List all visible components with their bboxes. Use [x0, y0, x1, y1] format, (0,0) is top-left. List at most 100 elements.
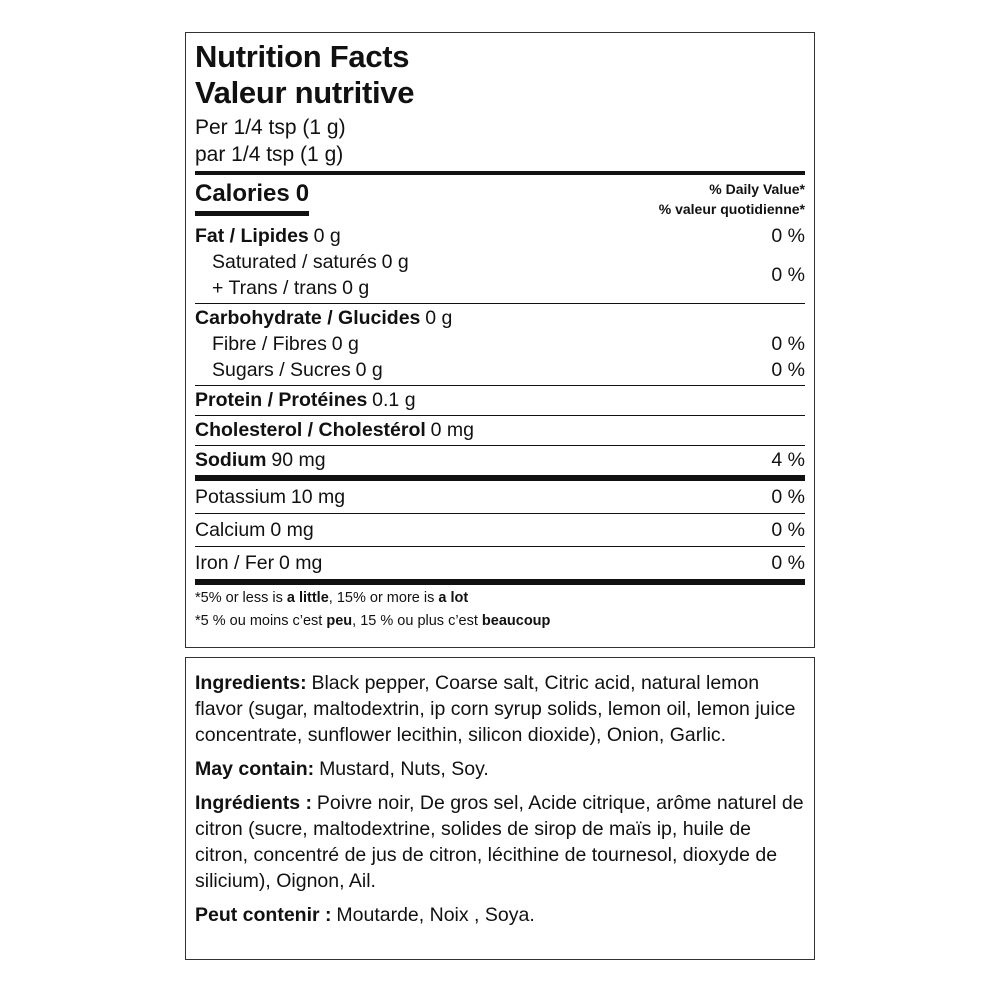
serving: Per 1/4 tsp (1 g) — [195, 116, 346, 139]
nutrient-name-amount: Saturated / saturés 0 g + Trans / trans 0 g — [212, 249, 409, 301]
nutrient-section: Sodium 90 mg 4 % — [195, 446, 805, 481]
nutrient-name: Cholesterol / Cholestérol — [195, 419, 426, 441]
nutrition-facts-panel: Nutrition Facts Valeur nutritive Per 1/4… — [185, 32, 815, 648]
nutrient-amount: 0.1 g — [372, 389, 416, 411]
ingredient-label: Peut contenir : — [195, 904, 332, 926]
nutrient-name: + Trans / trans — [212, 277, 338, 299]
ingredient-paragraph: Peut contenir : Moutarde, Noix , Soya. — [195, 902, 805, 928]
nutrient-name-amount: Cholesterol / Cholestérol 0 mg — [195, 417, 474, 443]
nutrient-amount: 10 mg — [290, 486, 346, 508]
daily-value: 4 % — [771, 449, 805, 471]
nutrient-row: Fibre / Fibres 0 g 0 % — [195, 331, 805, 357]
footnote-line: *5% or less is a little, 15% or more is … — [195, 587, 805, 610]
nutrient-amount: 90 mg — [271, 449, 326, 471]
nutrient-row: Cholesterol / Cholestérol 0 mg — [195, 417, 805, 443]
ingredient-label: Ingredients: — [195, 672, 307, 694]
nutrient-name-amount: Calcium 0 mg — [195, 517, 314, 543]
nutrient-name: Potassium — [195, 486, 287, 508]
daily-value-header: % Daily Value* % valeur quotidienne* — [659, 179, 805, 219]
nutrient-amount: 0 mg — [430, 419, 475, 441]
footnote-text: peu — [326, 613, 353, 629]
nutrient-amount: 0 g — [331, 333, 359, 355]
nutrient-name-amount: Sodium 90 mg — [195, 447, 326, 473]
footnote: *5% or less is a little, 15% or more is … — [195, 585, 805, 633]
dv-header: % valeur quotidienne* — [658, 201, 805, 217]
nutrient-row: Sugars / Sucres 0 g 0 % — [195, 357, 805, 383]
footnote-text: , 15% or more is — [328, 590, 439, 606]
ingredient-text: Black pepper, Coarse salt, Citric acid, … — [195, 672, 796, 746]
ingredient-paragraph: Ingredients: Black pepper, Coarse salt, C… — [195, 670, 805, 748]
nutrient-row: Protein / Protéines 0.1 g — [195, 387, 805, 413]
nutrient-amount: 0 g — [355, 359, 383, 381]
nutrient-row: Iron / Fer 0 mg 0 % — [195, 550, 805, 576]
daily-value: 0 % — [771, 264, 805, 286]
footnote-text: , 15 % ou plus c’est — [352, 613, 482, 629]
footnote-text: a little — [286, 590, 329, 606]
nutrient-name-amount: Iron / Fer 0 mg — [195, 550, 322, 576]
ingredients-panel: Ingredients: Black pepper, Coarse salt, C… — [185, 657, 815, 960]
ingredient-text: Mustard, Nuts, Soy. — [319, 758, 489, 780]
serving: par 1/4 tsp (1 g) — [195, 141, 805, 175]
nutrient-amount: 0 mg — [278, 552, 323, 574]
nutrient-row: Carbohydrate / Glucides 0 g — [195, 305, 805, 331]
calories-label: Calories — [195, 180, 290, 207]
footnote-text: a lot — [438, 590, 469, 606]
nutrient-amount: 0 g — [313, 225, 341, 247]
nutrient-name: Calcium — [195, 519, 266, 541]
nutrient-section: Cholesterol / Cholestérol 0 mg — [195, 416, 805, 446]
nutrient-section: Carbohydrate / Glucides 0 g Fibre / Fibres… — [195, 304, 805, 386]
nutrient-section: Calcium 0 mg 0 % — [195, 514, 805, 547]
footnote-line: *5 % ou moins c’est peu, 15 % ou plus c’… — [195, 610, 805, 633]
nutrient-amount: 0 g — [425, 307, 453, 329]
nutrient-name: Iron / Fer — [195, 552, 275, 574]
calories-value: 0 — [295, 180, 310, 207]
calories: Calories 0 — [195, 179, 310, 216]
dv-header: % Daily Value* — [709, 181, 805, 197]
nutrient-name: Fat / Lipides — [195, 225, 309, 247]
title: Valeur nutritive — [195, 75, 415, 110]
nutrient-name: Protein / Protéines — [195, 389, 368, 411]
nutrient-name: Fibre / Fibres — [212, 333, 327, 355]
nutrient-row: Fat / Lipides 0 g 0 % — [195, 223, 805, 249]
daily-value: 0 % — [771, 552, 805, 574]
nutrient-section: Iron / Fer 0 mg 0 % — [195, 547, 805, 585]
daily-value: 0 % — [771, 359, 805, 381]
title: Nutrition Facts — [195, 39, 410, 74]
nutrient-name-amount: Carbohydrate / Glucides 0 g — [195, 305, 452, 331]
nutrient-name-amount: Protein / Protéines 0.1 g — [195, 387, 416, 413]
nutrient-row: Saturated / saturés 0 g + Trans / trans 0 g… — [195, 249, 805, 301]
nutrient-name-amount: Sugars / Sucres 0 g — [212, 357, 383, 383]
ingredient-label: May contain: — [195, 758, 315, 780]
nutrient-name-amount: Fibre / Fibres 0 g — [212, 331, 359, 357]
ingredient-label: Ingrédients : — [195, 792, 313, 814]
ingredient-text: Poivre noir, De gros sel, Acide citrique… — [195, 792, 804, 892]
ingredient-paragraph: Ingrédients : Poivre noir, De gros sel, A… — [195, 790, 805, 894]
nutrient-section: Protein / Protéines 0.1 g — [195, 386, 805, 416]
nutrient-row: Sodium 90 mg 4 % — [195, 447, 805, 473]
nutrient-row: Calcium 0 mg 0 % — [195, 517, 805, 543]
daily-value: 0 % — [771, 519, 805, 541]
nutrient-amount: 0 g — [381, 251, 409, 273]
footnote-text: beaucoup — [481, 613, 551, 629]
nutrient-line: Saturated / saturés 0 g — [212, 249, 409, 275]
nutrient-amount: 0 mg — [270, 519, 314, 541]
nutrient-name: Saturated / saturés — [212, 251, 377, 273]
ingredient-text: Moutarde, Noix , Soya. — [336, 904, 535, 926]
nutrient-name-amount: Potassium 10 mg — [195, 484, 345, 510]
nutrient-row: Potassium 10 mg 0 % — [195, 484, 805, 510]
daily-value: 0 % — [771, 486, 805, 508]
footnote-text: *5 % ou moins c’est — [195, 613, 327, 629]
nutrient-line: + Trans / trans 0 g — [212, 275, 409, 301]
footnote-text: *5% or less is — [195, 590, 287, 606]
nutrient-name: Sodium — [195, 449, 267, 471]
ingredient-paragraph: May contain: Mustard, Nuts, Soy. — [195, 756, 805, 782]
nutrient-amount: 0 g — [342, 277, 370, 299]
nutrient-name-amount: Fat / Lipides 0 g — [195, 223, 341, 249]
nutrient-name: Carbohydrate / Glucides — [195, 307, 421, 329]
daily-value: 0 % — [771, 225, 805, 247]
nutrient-section: Potassium 10 mg 0 % — [195, 481, 805, 514]
nutrient-name: Sugars / Sucres — [212, 359, 351, 381]
